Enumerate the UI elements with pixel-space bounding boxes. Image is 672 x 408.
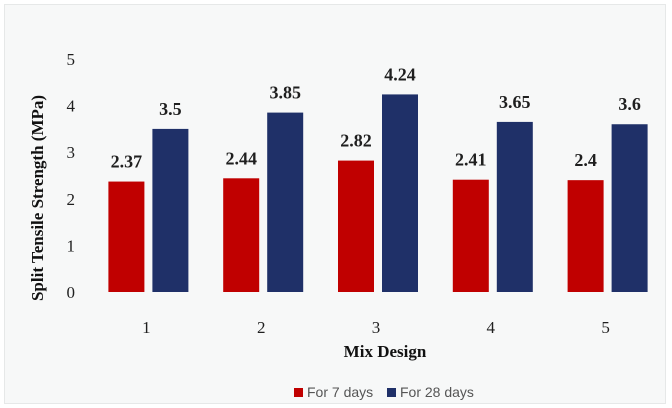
bar-7-days bbox=[108, 181, 145, 292]
x-tick-label: 4 bbox=[487, 318, 496, 337]
y-tick-label: 3 bbox=[67, 143, 76, 162]
chart-area: 0 1 2 3 4 5 1 2 3 4 5 2.37 3.5 2.44 3.85 2.82 4.24 2.41… bbox=[4, 4, 666, 404]
y-tick-label: 5 bbox=[67, 50, 76, 69]
bar-28-days bbox=[382, 94, 418, 292]
data-label: 4.24 bbox=[384, 64, 416, 84]
bar-7-days bbox=[567, 180, 604, 292]
x-tick-label: 3 bbox=[372, 318, 381, 337]
x-tick-label: 2 bbox=[257, 318, 266, 337]
y-tick-label: 1 bbox=[67, 236, 76, 255]
bar-28-days bbox=[267, 112, 304, 292]
x-axis-title: Mix Design bbox=[344, 342, 427, 361]
data-label: 2.44 bbox=[225, 148, 257, 168]
bar-chart: 0 1 2 3 4 5 1 2 3 4 5 2.37 3.5 2.44 3.85 2.82 4.24 2.41… bbox=[28, 50, 648, 400]
bar-28-days bbox=[496, 121, 533, 292]
data-label: 3.6 bbox=[618, 94, 641, 114]
data-label: 3.85 bbox=[269, 83, 301, 103]
legend-swatch-28-days bbox=[387, 388, 396, 397]
bar-7-days bbox=[338, 160, 374, 292]
legend: For 7 days For 28 days bbox=[294, 384, 474, 400]
bar-7-days bbox=[452, 179, 489, 292]
y-tick-label: 2 bbox=[67, 190, 76, 209]
legend-swatch-7-days bbox=[294, 388, 303, 397]
data-label: 3.65 bbox=[499, 92, 531, 112]
y-tick-label: 4 bbox=[67, 97, 76, 116]
data-label: 3.5 bbox=[159, 99, 182, 119]
x-tick-label: 5 bbox=[601, 318, 610, 337]
bar-28-days bbox=[152, 128, 189, 292]
data-label: 2.41 bbox=[455, 150, 487, 170]
bar-7-days bbox=[223, 178, 260, 292]
x-tick-label: 1 bbox=[142, 318, 151, 337]
data-label: 2.37 bbox=[111, 152, 143, 172]
bar-28-days bbox=[611, 124, 648, 293]
data-label: 2.4 bbox=[574, 150, 597, 170]
data-label: 2.82 bbox=[340, 131, 372, 151]
y-tick-label: 0 bbox=[67, 283, 76, 302]
y-axis-title: Split Tensile Strength (MPa) bbox=[28, 95, 47, 301]
legend-label-7-days: For 7 days bbox=[307, 384, 373, 400]
legend-label-28-days: For 28 days bbox=[400, 384, 474, 400]
